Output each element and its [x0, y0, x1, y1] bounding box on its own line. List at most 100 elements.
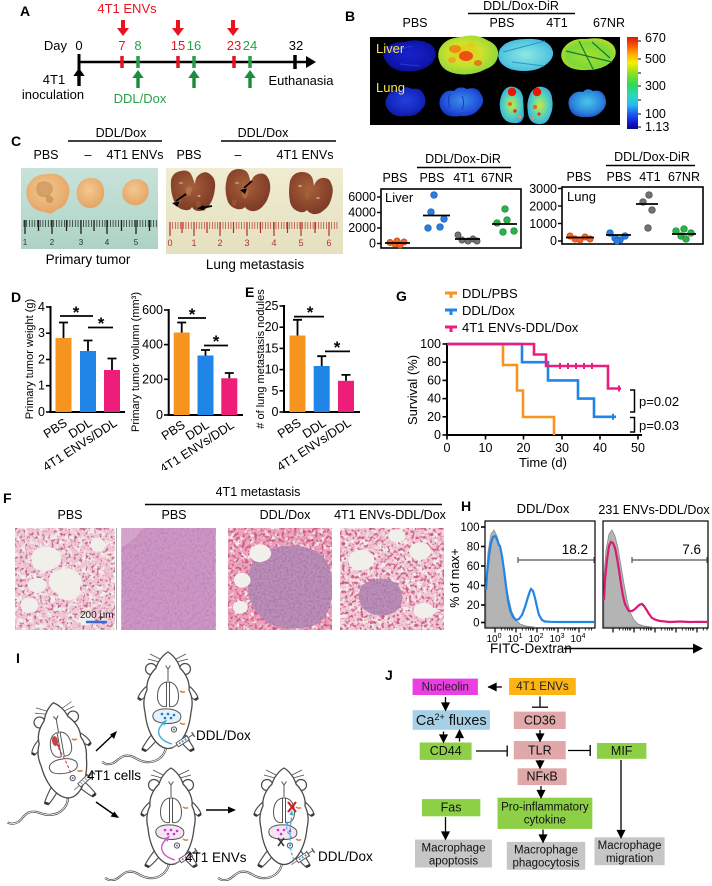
svg-text:4T1: 4T1 — [453, 171, 475, 185]
svg-text:5: 5 — [134, 238, 139, 247]
svg-text:Fas: Fas — [441, 801, 462, 815]
svg-text:3: 3 — [244, 238, 249, 248]
svg-text:30: 30 — [555, 441, 569, 455]
svg-text:0: 0 — [369, 237, 376, 251]
svg-text:4T1 ENVs: 4T1 ENVs — [107, 148, 164, 162]
svg-text:3: 3 — [38, 326, 45, 340]
svg-text:500: 500 — [645, 52, 666, 66]
svg-text:600: 600 — [142, 303, 163, 317]
svg-text:2: 2 — [217, 238, 222, 248]
svg-text:DDL/Dox-DiR: DDL/Dox-DiR — [425, 152, 501, 166]
svg-text:PBS: PBS — [176, 148, 201, 162]
svg-text:20: 20 — [427, 410, 441, 424]
svg-text:PBS: PBS — [606, 170, 631, 184]
svg-text:0: 0 — [434, 428, 441, 442]
svg-text:NFκB: NFκB — [526, 770, 557, 784]
svg-text:20: 20 — [265, 320, 279, 334]
svg-text:PBS: PBS — [402, 16, 427, 30]
svg-text:*: * — [73, 303, 80, 322]
svg-text:Time (d): Time (d) — [519, 455, 567, 470]
svg-text:2: 2 — [38, 353, 45, 367]
svg-text:Pro-inflammatory: Pro-inflammatory — [501, 801, 589, 813]
svg-text:23: 23 — [227, 38, 241, 53]
svg-text:Macrophage: Macrophage — [422, 842, 486, 854]
svg-text:Lung: Lung — [376, 80, 405, 95]
svg-text:Euthanasia: Euthanasia — [268, 73, 334, 88]
svg-text:TLR: TLR — [528, 744, 552, 758]
svg-text:% of max+: % of max+ — [450, 548, 462, 607]
svg-text:PBS: PBS — [566, 170, 591, 184]
svg-text:8: 8 — [134, 38, 141, 53]
svg-text:4T1 ENVs: 4T1 ENVs — [97, 1, 157, 16]
svg-text:4T1 ENVs: 4T1 ENVs — [277, 148, 334, 162]
svg-text:MIF: MIF — [611, 744, 633, 758]
svg-text:D: D — [11, 289, 21, 305]
svg-text:15: 15 — [265, 341, 279, 355]
svg-text:FITC-Dextran: FITC-Dextran — [490, 641, 572, 656]
svg-text:200: 200 — [142, 372, 163, 386]
svg-text:B: B — [345, 8, 355, 24]
svg-text:p=0.03: p=0.03 — [639, 418, 679, 433]
svg-text:0: 0 — [473, 618, 479, 630]
svg-text:PBS: PBS — [489, 16, 514, 30]
svg-text:F: F — [3, 490, 12, 506]
svg-text:DDL/Dox: DDL/Dox — [517, 501, 570, 516]
svg-text:*: * — [189, 305, 196, 324]
svg-text:A: A — [20, 3, 30, 19]
svg-text:32: 32 — [289, 38, 303, 53]
svg-text:1000: 1000 — [529, 217, 557, 231]
svg-text:67NR: 67NR — [593, 16, 625, 30]
svg-text:15: 15 — [171, 38, 185, 53]
svg-text:60: 60 — [467, 561, 480, 573]
svg-text:10: 10 — [479, 441, 493, 455]
svg-text:300: 300 — [645, 79, 666, 93]
svg-text:0: 0 — [272, 405, 279, 419]
svg-text:2000: 2000 — [529, 200, 557, 214]
svg-text:231 ENVs-DDL/Dox: 231 ENVs-DDL/Dox — [598, 503, 710, 517]
svg-text:40: 40 — [427, 392, 441, 406]
svg-text:cytokine: cytokine — [524, 814, 566, 826]
svg-text:1: 1 — [38, 379, 45, 393]
svg-text:C: C — [11, 133, 21, 149]
svg-text:5: 5 — [272, 384, 279, 398]
svg-text:p=0.02: p=0.02 — [639, 394, 679, 409]
svg-text:DDL/Dox: DDL/Dox — [96, 128, 147, 140]
svg-text:*: * — [307, 303, 314, 322]
svg-text:67NR: 67NR — [481, 171, 513, 185]
svg-text:100: 100 — [460, 522, 479, 534]
svg-text:1: 1 — [23, 238, 28, 247]
svg-text:100: 100 — [420, 337, 441, 351]
svg-text:18.2: 18.2 — [562, 542, 588, 557]
svg-text:4T1 ENVs: 4T1 ENVs — [185, 850, 247, 865]
svg-text:200 μm: 200 μm — [80, 610, 114, 621]
svg-text:DDL/Dox-DiR: DDL/Dox-DiR — [614, 150, 690, 164]
svg-text:4000: 4000 — [348, 206, 376, 220]
svg-text:PBS: PBS — [161, 508, 186, 522]
svg-text:CD44: CD44 — [430, 744, 462, 758]
svg-text:4: 4 — [271, 238, 276, 248]
svg-text:Liver: Liver — [376, 41, 405, 56]
svg-text:DDL/Dox: DDL/Dox — [462, 303, 515, 318]
svg-text:J: J — [385, 667, 393, 683]
svg-text:4T1: 4T1 — [43, 72, 65, 87]
svg-text:Ca2+ fluxes: Ca2+ fluxes — [416, 712, 487, 729]
svg-text:0: 0 — [444, 441, 451, 455]
svg-text:0: 0 — [167, 238, 172, 248]
svg-text:DDL/Dox-DiR: DDL/Dox-DiR — [483, 0, 559, 13]
svg-text:I: I — [16, 650, 20, 666]
svg-text:4: 4 — [105, 238, 110, 247]
svg-text:4T1 cells: 4T1 cells — [87, 768, 141, 783]
svg-text:H: H — [461, 498, 471, 514]
svg-text:7: 7 — [118, 38, 125, 53]
svg-text:10: 10 — [265, 363, 279, 377]
svg-text:PBS: PBS — [419, 171, 444, 185]
svg-text:CD36: CD36 — [524, 713, 556, 727]
svg-text:2: 2 — [50, 238, 55, 247]
svg-text:Liver: Liver — [385, 190, 414, 205]
svg-text:5: 5 — [298, 238, 303, 248]
svg-text:# of lung metastasis nodules: # of lung metastasis nodules — [255, 289, 267, 429]
svg-text:Survival (%): Survival (%) — [405, 355, 420, 425]
svg-text:phagocytosis: phagocytosis — [512, 858, 579, 870]
svg-text:inoculation: inoculation — [22, 87, 84, 102]
svg-text:80: 80 — [427, 355, 441, 369]
